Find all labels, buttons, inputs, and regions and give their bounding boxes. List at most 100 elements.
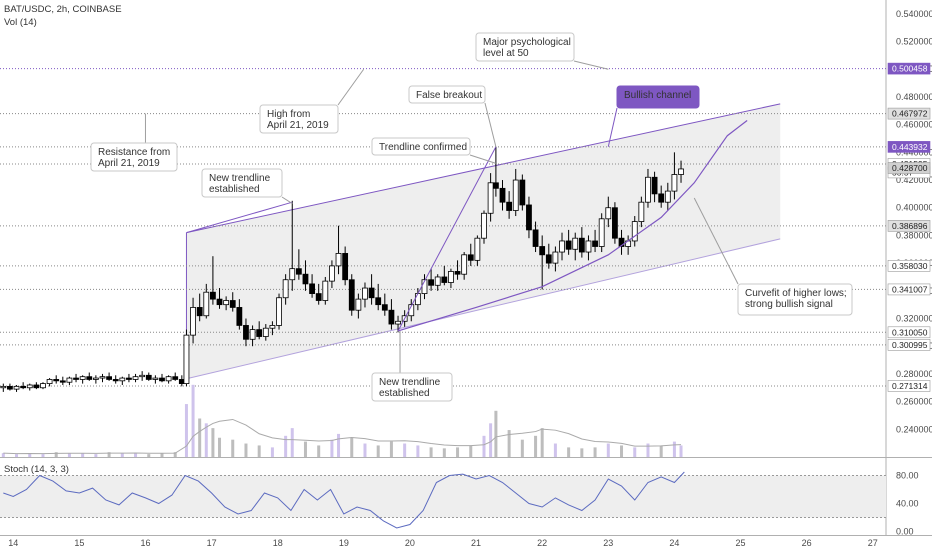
candle [348,274,355,316]
price-mark: 0.443932 [887,141,931,153]
price-mark-tag [887,380,931,392]
annotation-text: Trendline confirmed [379,142,467,153]
candle-body [671,174,678,192]
candle-body [467,254,474,261]
candle [474,235,481,266]
candle-body [448,271,454,283]
candle [552,246,559,272]
candle-body [26,384,33,389]
volume-bar [107,452,111,457]
price-mark-label: 0.443932 [892,142,928,152]
candle-body [612,207,618,239]
volume-bar [317,445,321,457]
candle-body [618,237,625,247]
candle-body [172,376,179,380]
volume-bar [191,384,195,457]
candle-body [66,377,73,383]
candle [512,168,519,217]
candles[interactable] [0,146,684,392]
annotation-text: April 21, 2019 [98,158,160,169]
candle [119,376,126,385]
price-tick-label: 0.320000 [896,314,932,324]
price-mark-tag [887,141,931,153]
candle-body [506,201,513,211]
candle-body [585,240,592,253]
candle [526,196,532,239]
candle-body [342,253,349,281]
candle [159,373,165,383]
candle [532,221,539,253]
annotation-text: False breakout [416,90,482,101]
volume-bar [593,447,597,457]
candle-body [329,265,335,282]
candle [645,168,651,208]
candle [132,373,139,383]
candle-body [474,237,481,261]
candle [461,252,468,280]
candle-body [322,280,329,301]
price-mark-label: 0.310050 [892,327,928,337]
candle [448,268,454,289]
candle-body [658,193,665,203]
price-tick-label: 0.420000 [896,175,932,185]
candle-body [578,237,585,253]
candle [678,160,684,183]
candle [249,325,256,347]
candle-body [441,276,448,283]
candle-body [565,240,572,250]
candle [315,283,322,305]
candle-body [53,379,60,382]
time-tick-label: 14 [8,538,18,548]
candle-body [309,283,315,294]
candle-body [381,304,388,311]
volume-bar [270,447,274,457]
stoch-label: Stoch (14, 3, 3) [4,464,69,475]
candle-body [678,168,684,175]
annotation-curvefit-note: Curvefit of higher lows;strong bullish s… [693,197,853,316]
candle [559,232,565,261]
candle-body [362,287,368,300]
candle-body [249,329,256,340]
candle-body [139,374,146,378]
candle [481,210,487,244]
candle-body [434,276,441,286]
price-mark-label: 0.341007 [892,284,928,294]
candle [20,382,27,390]
volume-bar [284,435,288,457]
stoch-k-line [3,471,685,529]
annotation-text: established [209,184,260,195]
price-mark-label: 0.271314 [892,381,928,391]
candle-body [269,325,276,329]
channel-fill [186,103,781,379]
volume-bar [540,428,544,457]
candle-body [126,377,132,380]
candle-body [519,179,526,206]
price-mark: 0.310050 [887,326,931,339]
volume-bar [646,443,650,457]
annotation-leader [337,68,365,106]
volume-bar [173,452,177,457]
candle [565,229,572,255]
candle [79,375,86,384]
candle [441,265,448,286]
candle-body [256,329,263,337]
volume-bar [389,441,393,457]
volume-bar [620,445,624,457]
volume-bar [633,447,637,457]
candle-body [40,383,46,389]
candle [651,171,658,203]
volume-bar [679,445,683,457]
trendline [186,201,293,234]
annotation-leader [281,196,293,204]
price-mark-label: 0.428700 [892,163,928,173]
candle [545,243,552,269]
price-tick-label: 0.520000 [896,37,932,47]
candle-body [559,240,565,253]
price-tick-label: 0.240000 [896,424,932,434]
candle [335,225,342,275]
candle [262,324,269,341]
candle-body [229,300,236,308]
candle [152,375,159,384]
